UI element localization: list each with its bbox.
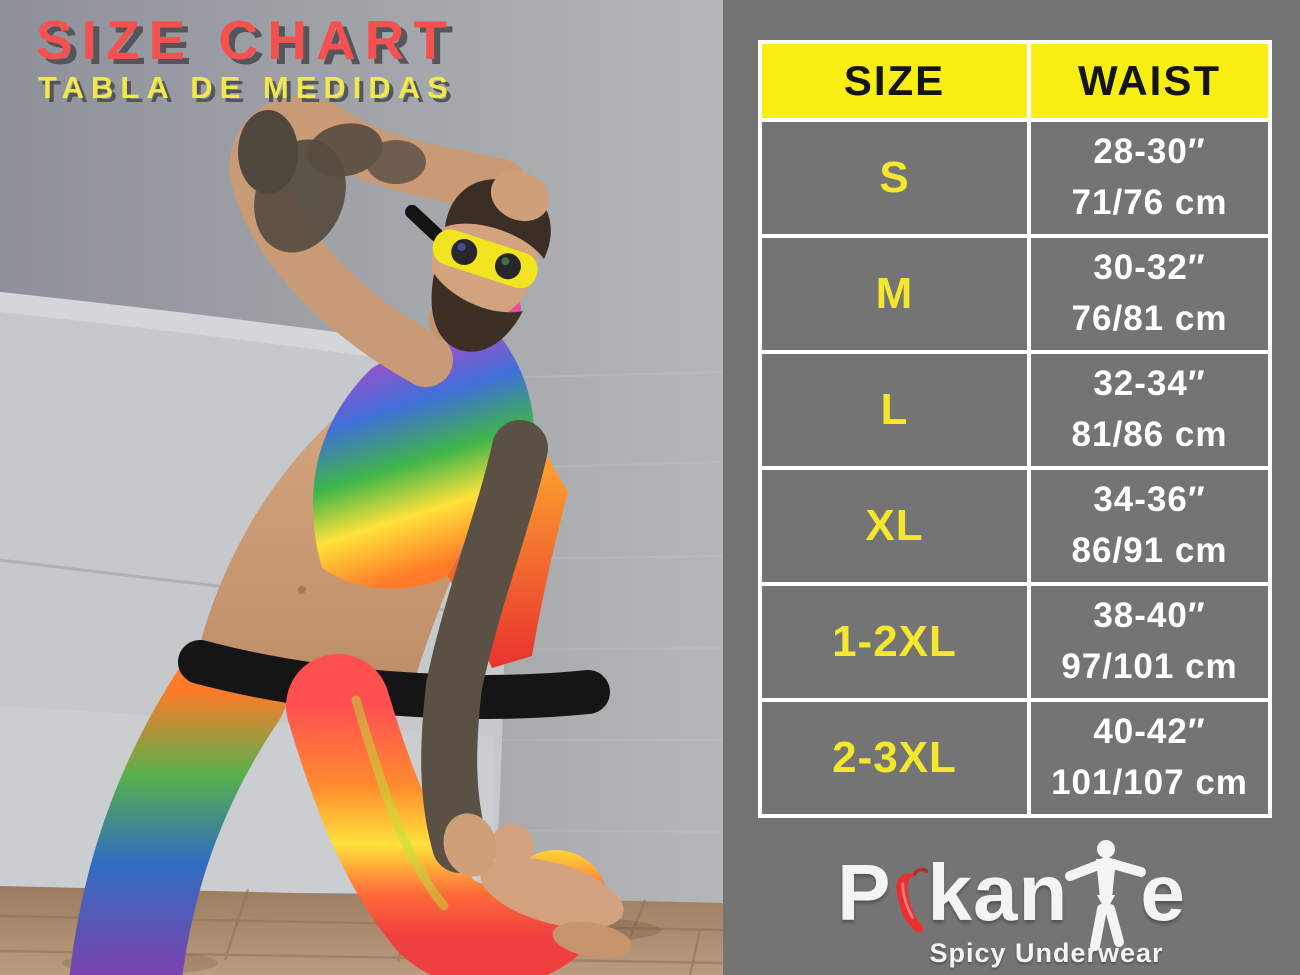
waist-cm: 101/107 cm <box>1051 763 1248 802</box>
head <box>405 179 551 352</box>
waist-cm: 71/76 cm <box>1071 183 1228 222</box>
size-chart-panel: SIZE WAIST S 28-30″ 71/76 cm M 30-32″ 76… <box>723 0 1300 975</box>
waist-inches: 32-34″ <box>1093 364 1206 404</box>
waist-cell: 32-34″ 81/86 cm <box>1031 354 1268 466</box>
size-cell: 1-2XL <box>762 586 1027 698</box>
waist-cm: 86/91 cm <box>1071 531 1228 570</box>
waist-cell: 34-36″ 86/91 cm <box>1031 470 1268 582</box>
tattooed-raised-arm <box>228 96 527 387</box>
waistband <box>178 640 610 719</box>
waist-cm: 97/101 cm <box>1061 647 1238 686</box>
waist-cell: 28-30″ 71/76 cm <box>1031 122 1268 234</box>
page-subtitle: TABLA DE MEDIDAS <box>38 69 455 105</box>
size-cell: S <box>762 122 1027 234</box>
rainbow-tank-top <box>312 310 534 589</box>
foot-toes <box>552 921 632 959</box>
waist-inches: 40-42″ <box>1093 712 1206 752</box>
beard <box>431 273 523 352</box>
waist-inches: 34-36″ <box>1093 480 1206 520</box>
waist-inches: 30-32″ <box>1093 248 1206 288</box>
size-table: SIZE WAIST S 28-30″ 71/76 cm M 30-32″ 76… <box>758 40 1272 818</box>
rainbow-legging-front-leg <box>286 654 608 975</box>
model-figure <box>62 96 661 975</box>
pikante-logo: P kan <box>723 840 1300 969</box>
waist-cm: 81/86 cm <box>1071 415 1228 454</box>
size-cell: M <box>762 238 1027 350</box>
model-photo-illustration <box>0 0 723 975</box>
page-title: SIZE CHART <box>36 9 456 71</box>
column-header-waist: WAIST <box>1031 44 1268 118</box>
logo-letters-kan: kan <box>927 847 1069 937</box>
waist-cell: 40-42″ 101/107 cm <box>1031 702 1268 814</box>
chili-pepper-icon <box>895 867 928 933</box>
yellow-sunglasses <box>432 229 538 289</box>
logo-tagline: Spicy Underwear <box>929 938 1164 968</box>
size-cell: L <box>762 354 1027 466</box>
logo-letter-p: P <box>837 847 892 937</box>
logo-letter-e: e <box>1140 847 1186 937</box>
size-cell: 2-3XL <box>762 702 1027 814</box>
waist-cell: 30-32″ 76/81 cm <box>1031 238 1268 350</box>
rainbow-legging-back-leg <box>70 634 288 975</box>
header: SIZE CHART TABLA DE MEDIDAS <box>36 9 456 105</box>
size-cell: XL <box>762 470 1027 582</box>
waist-inches: 38-40″ <box>1093 596 1206 636</box>
waist-cell: 38-40″ 97/101 cm <box>1031 586 1268 698</box>
tattooed-forearm <box>421 420 548 873</box>
foot <box>480 857 624 929</box>
man-figure-icon <box>1065 840 1147 951</box>
model-photo-section: SIZE CHART TABLA DE MEDIDAS <box>0 0 723 975</box>
column-header-size: SIZE <box>762 44 1027 118</box>
waist-inches: 28-30″ <box>1093 132 1206 172</box>
waist-cm: 76/81 cm <box>1071 299 1228 338</box>
